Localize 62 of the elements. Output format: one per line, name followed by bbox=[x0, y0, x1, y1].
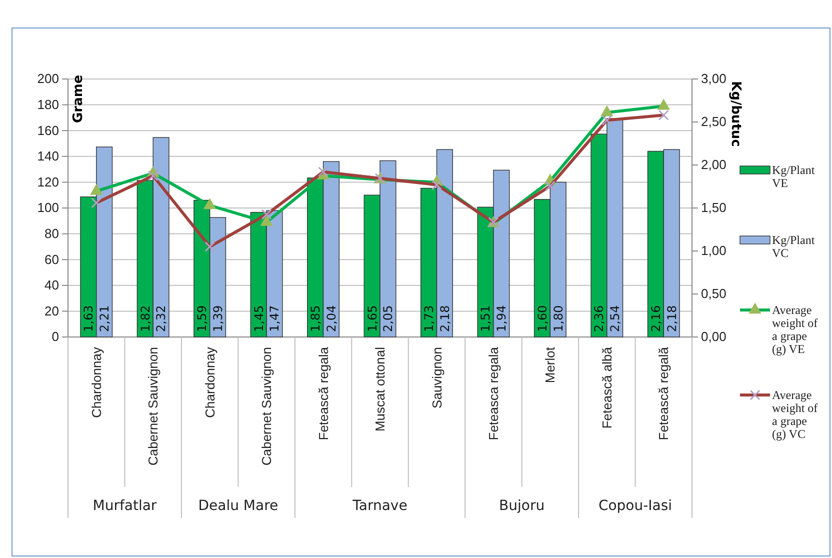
y2-tick-label: 0,50 bbox=[701, 286, 726, 302]
y-axis-title: Grame bbox=[71, 74, 86, 123]
data-label: 1,82 bbox=[138, 305, 152, 332]
data-label: 2,18 bbox=[664, 305, 679, 332]
x-tick-label: Feteasca regala bbox=[486, 346, 502, 440]
data-label: 1,59 bbox=[195, 305, 210, 332]
data-label: 1,51 bbox=[478, 305, 493, 332]
x-tick-label: Sauvignon bbox=[429, 347, 444, 408]
y2-tick-label: 1,00 bbox=[701, 243, 726, 258]
data-label: 1,63 bbox=[82, 305, 96, 332]
x-tick-label: Fetească regală bbox=[656, 346, 672, 440]
y-tick-label: 180 bbox=[37, 96, 59, 112]
x-tick-label: Cabernet Sauvignon bbox=[146, 347, 161, 466]
y2-tick-label: 1,50 bbox=[701, 200, 726, 216]
data-label: 2,32 bbox=[154, 305, 168, 332]
data-label: 2,05 bbox=[381, 305, 396, 332]
y2-axis-title: Kg/butuc bbox=[728, 81, 743, 147]
y-tick-label: 100 bbox=[37, 200, 59, 216]
data-label: 1,80 bbox=[551, 305, 566, 332]
y2-tick-label: 0,00 bbox=[701, 329, 726, 344]
data-label: 2,16 bbox=[648, 305, 663, 332]
data-label: 2,18 bbox=[438, 305, 452, 332]
data-label: 1,85 bbox=[308, 305, 323, 332]
x-tick-label: Muscat ottonal bbox=[372, 346, 388, 432]
legend-label: Average weight of a grape (g) VC bbox=[772, 388, 818, 441]
y-tick-label: 40 bbox=[44, 278, 59, 293]
text: Tarnave bbox=[352, 498, 408, 514]
data-label: 2,04 bbox=[324, 305, 338, 332]
data-label: 2,36 bbox=[592, 305, 606, 332]
data-label: 1,65 bbox=[365, 305, 380, 332]
text: Bujoru bbox=[499, 498, 545, 514]
x-tick-label: Fetească regala bbox=[316, 346, 331, 440]
legend-label: Kg/Plant VE bbox=[772, 163, 816, 190]
y2-tick-label: 2,00 bbox=[701, 157, 726, 172]
text: Copou-Iasi bbox=[598, 498, 672, 514]
data-label: 1,73 bbox=[422, 305, 436, 332]
data-label: 1,60 bbox=[535, 305, 550, 332]
x-tick-label: Chardonnay bbox=[88, 346, 104, 418]
y-tick-label: 160 bbox=[37, 122, 59, 138]
x-tick-label: Cabernet Sauvignon bbox=[259, 347, 274, 466]
data-label: 2,54 bbox=[608, 305, 622, 332]
y-tick-label: 80 bbox=[44, 226, 59, 241]
data-label: 1,45 bbox=[252, 305, 266, 332]
y-tick-label: 20 bbox=[44, 303, 59, 318]
text: Dealu Mare bbox=[198, 498, 278, 514]
y-tick-label: 120 bbox=[37, 174, 59, 190]
x-tick-label: Chardonnay bbox=[202, 346, 218, 418]
y-tick-label: 140 bbox=[37, 148, 59, 164]
y-tick-label: 60 bbox=[44, 252, 59, 267]
y-tick-label: 0 bbox=[52, 329, 59, 344]
data-label: 1,39 bbox=[210, 305, 225, 332]
x-tick-label: Merlot bbox=[542, 346, 558, 384]
text: Murfatlar bbox=[92, 498, 157, 514]
data-label: 2,21 bbox=[98, 305, 112, 332]
legend-label: Kg/Plant VC bbox=[772, 233, 816, 260]
y2-tick-label: 3,00 bbox=[701, 71, 726, 86]
x-tick-label: Fetească albă bbox=[599, 346, 614, 429]
legend-label: Average weight of a grape (g) VE bbox=[772, 303, 818, 356]
data-label: 1,47 bbox=[268, 305, 282, 332]
y2-tick-label: 2,50 bbox=[701, 114, 726, 130]
y-tick-label: 200 bbox=[37, 71, 59, 86]
data-label: 1,94 bbox=[494, 305, 509, 332]
